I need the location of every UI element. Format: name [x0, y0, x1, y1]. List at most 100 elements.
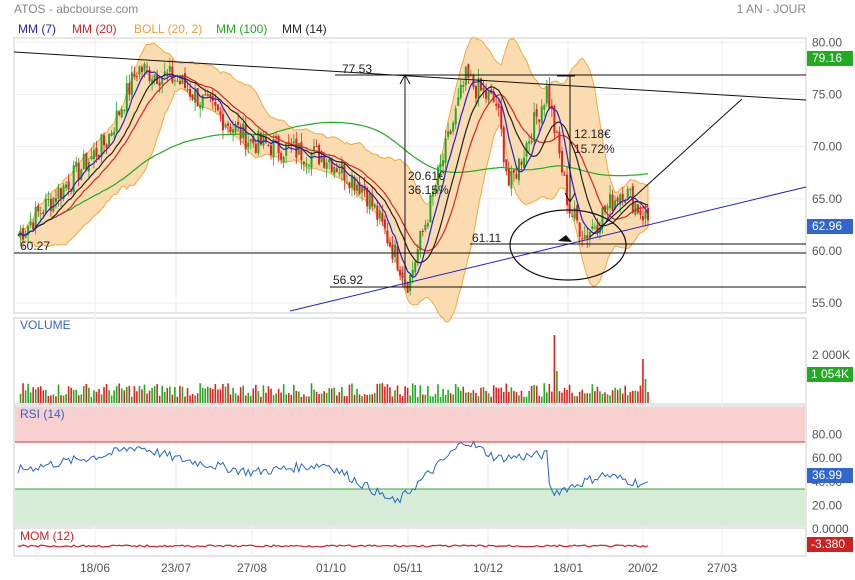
candle-body — [335, 168, 338, 173]
volume-bar — [353, 394, 356, 403]
candle-body — [647, 208, 649, 221]
candle-body — [447, 131, 450, 137]
volume-bar — [404, 386, 406, 403]
candle-body — [449, 131, 452, 134]
current-price-badge — [807, 219, 853, 234]
volume-bar — [138, 385, 141, 403]
x-tick-label: 27/03 — [707, 561, 737, 575]
candle-body — [206, 93, 209, 97]
volume-bar — [27, 383, 29, 403]
last-volume-value: 1 054K — [811, 367, 849, 381]
volume-bar — [287, 393, 290, 403]
volume-bar — [523, 396, 525, 403]
volume-bar — [146, 393, 148, 403]
volume-bar — [303, 394, 305, 403]
candle-body — [454, 108, 457, 125]
candle-body — [19, 231, 22, 238]
candle-body — [191, 94, 194, 100]
candle-body — [588, 231, 591, 239]
volume-bar — [292, 384, 295, 403]
volume-bar — [136, 391, 138, 403]
volume-bar — [399, 394, 401, 403]
candle-body — [512, 170, 515, 173]
volume-bar — [249, 396, 252, 403]
x-tick-label: 23/07 — [161, 561, 191, 575]
candle-body — [270, 145, 273, 155]
candle-body — [295, 138, 298, 158]
volume-bar — [118, 383, 121, 403]
volume-bar — [589, 393, 591, 403]
volume-bar — [196, 393, 199, 403]
volume-bar — [158, 395, 161, 403]
volume-bar — [371, 394, 374, 403]
candle-body — [29, 221, 32, 226]
volume-bar — [356, 389, 358, 403]
candle-body — [234, 123, 237, 133]
candle-body — [254, 143, 257, 153]
volume-bar — [47, 395, 50, 403]
volume-bar — [237, 395, 239, 403]
volume-bar — [72, 390, 75, 403]
volume-bar — [151, 388, 153, 403]
candle-body — [214, 101, 217, 106]
volume-bar — [551, 391, 553, 403]
volume-bar — [247, 392, 250, 403]
volume-bar — [513, 391, 515, 403]
candle-body — [219, 111, 222, 115]
price-annotation: 36.15% — [408, 183, 449, 197]
candle-body — [52, 197, 55, 212]
mm100-line — [17, 121, 649, 236]
candle-body — [361, 186, 364, 193]
volume-bar — [32, 387, 34, 403]
candle-body — [151, 79, 154, 84]
candle-body — [333, 166, 336, 175]
candle-body — [320, 156, 323, 163]
volume-bar — [406, 387, 409, 403]
mm7-line — [17, 70, 649, 279]
candle-body — [626, 188, 629, 199]
volume-bar — [601, 393, 604, 403]
volume-bar — [626, 395, 629, 403]
volume-bar — [280, 392, 282, 403]
price-annotation: 15.72% — [574, 142, 615, 156]
candle-body — [22, 228, 25, 240]
volume-bar — [510, 387, 513, 403]
volume-bar — [308, 396, 310, 403]
volume-bar — [267, 386, 270, 403]
volume-bar — [103, 387, 105, 403]
price-annotation: 20.61€ — [408, 169, 445, 183]
volume-bar — [282, 384, 285, 403]
chart-period: 1 AN - JOUR — [737, 2, 807, 16]
candle-body — [92, 150, 95, 160]
volume-bar — [644, 379, 647, 403]
volume-bar — [568, 384, 571, 403]
candle-body — [523, 157, 526, 168]
volume-bar — [409, 395, 411, 403]
candle-body — [216, 104, 219, 111]
volume-bar — [313, 389, 315, 403]
candle-body — [257, 130, 260, 154]
candle-body — [113, 131, 116, 135]
volume-bar — [422, 394, 424, 403]
candle-body — [32, 222, 35, 230]
candle-body — [530, 141, 533, 143]
volume-bar — [131, 396, 133, 403]
volume-bar — [416, 396, 419, 403]
candle-body — [310, 153, 313, 168]
volume-bar — [505, 383, 508, 403]
rsi-oversold-zone — [15, 489, 805, 525]
volume-bar — [543, 383, 546, 403]
volume-bar — [50, 395, 52, 403]
volume-bar — [100, 394, 103, 403]
volume-bar — [341, 386, 343, 403]
candle-body — [444, 138, 447, 163]
candle-body — [414, 262, 417, 273]
candle-body — [34, 206, 37, 228]
volume-bar — [447, 390, 449, 403]
mom-label: MOM (12) — [20, 529, 74, 543]
volume-bar — [497, 388, 500, 403]
price-tick-label: 60.00 — [812, 244, 842, 258]
volume-bar — [586, 393, 589, 403]
volume-bar — [105, 384, 108, 403]
volume-bar — [439, 396, 442, 403]
